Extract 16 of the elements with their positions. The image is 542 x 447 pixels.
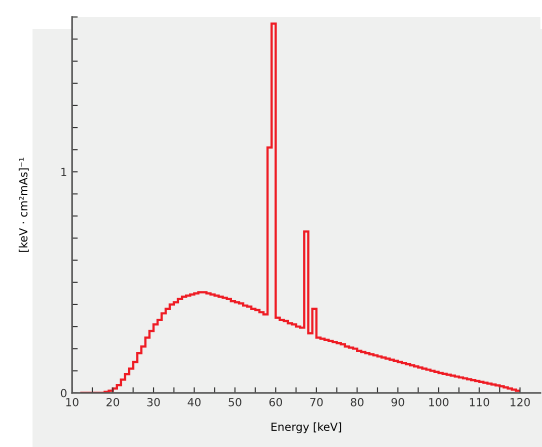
x-tick-label: 90 (391, 398, 404, 406)
y-tick-label: 1 (61, 168, 66, 176)
x-tick-label: 20 (106, 398, 120, 406)
x-tick-label: 100 (429, 398, 448, 406)
x-tick-label: 110 (470, 398, 490, 406)
x-tick-label: 60 (269, 398, 282, 406)
y-axis-title: [keV · cm²mAs]⁻¹ (18, 158, 29, 252)
x-tick-label: 10 (66, 398, 78, 406)
y-tick-label: 0 (60, 388, 66, 398)
x-tick-label: 70 (310, 398, 323, 406)
x-tick-label: 120 (510, 398, 530, 406)
x-tick-label: 30 (147, 398, 160, 406)
x-tick-label: 50 (228, 398, 242, 406)
x-tick-label: 40 (188, 398, 201, 406)
x-axis-title: Energy [keV] (272, 422, 342, 434)
x-tick-label: 80 (350, 398, 364, 406)
